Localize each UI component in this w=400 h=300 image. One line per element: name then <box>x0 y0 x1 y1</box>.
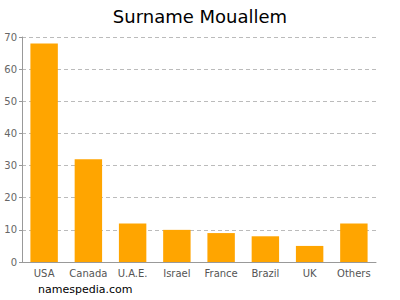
svg-text:70: 70 <box>4 32 17 43</box>
svg-text:20: 20 <box>4 192 17 203</box>
svg-text:France: France <box>204 268 237 279</box>
svg-text:Others: Others <box>337 268 371 279</box>
svg-text:Israel: Israel <box>163 268 190 279</box>
svg-text:40: 40 <box>4 128 17 139</box>
svg-text:30: 30 <box>4 160 17 171</box>
svg-text:10: 10 <box>4 224 17 235</box>
svg-text:Brazil: Brazil <box>251 268 279 279</box>
svg-text:0: 0 <box>11 257 17 268</box>
svg-text:Canada: Canada <box>69 268 107 279</box>
svg-text:namespedia.com: namespedia.com <box>38 283 132 296</box>
svg-text:U.A.E.: U.A.E. <box>118 268 148 279</box>
svg-text:UK: UK <box>303 268 317 279</box>
svg-text:60: 60 <box>4 64 17 75</box>
svg-text:Surname Mouallem: Surname Mouallem <box>113 6 287 27</box>
svg-text:50: 50 <box>4 96 17 107</box>
svg-text:USA: USA <box>34 268 55 279</box>
